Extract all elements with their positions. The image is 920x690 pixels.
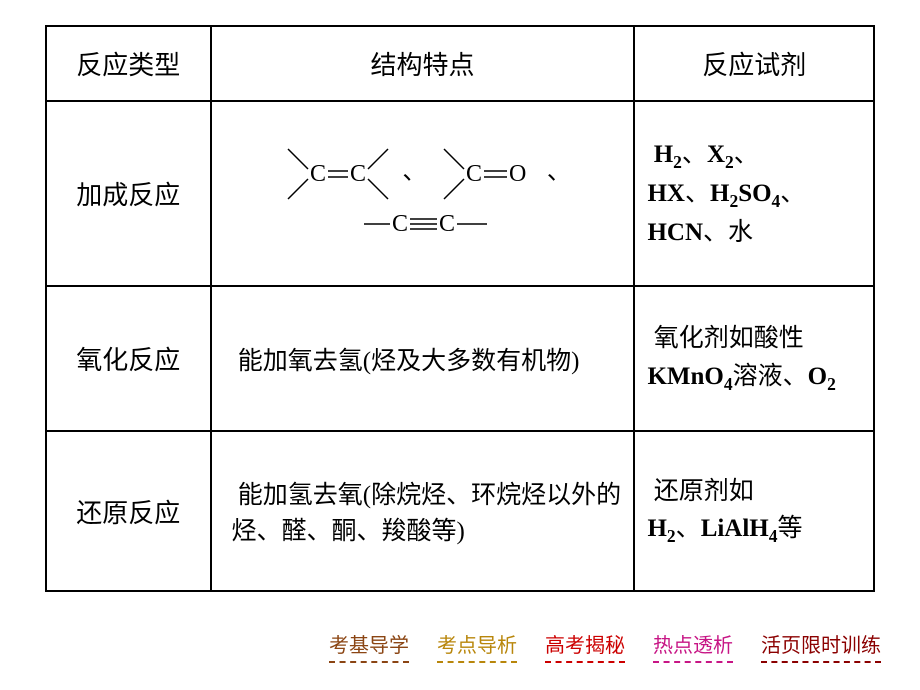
- oxidation-prefix: 氧化剂如酸性: [654, 325, 804, 352]
- nav-underline-icon: [329, 661, 409, 663]
- hx-label: HX: [647, 180, 685, 207]
- addition-sep2: 、: [547, 159, 571, 185]
- nav-item-label: 考基导学: [329, 635, 409, 657]
- oxidation-mid: 溶液、: [733, 363, 808, 390]
- nav-item-2[interactable]: 高考揭秘: [541, 627, 629, 665]
- svg-text:C: C: [466, 161, 482, 187]
- addition-row: 加成反应 C C 、 C: [46, 101, 874, 286]
- oxidation-reagent: 氧化剂如酸性 KMnO4溶液、O2: [634, 286, 874, 431]
- header-type: 反应类型: [46, 26, 211, 101]
- addition-type: 加成反应: [46, 101, 211, 286]
- co-double-bond-icon: C O: [439, 144, 539, 204]
- reduction-reagent: 还原剂如 H2、LiAlH4等: [634, 431, 874, 591]
- header-feature: 结构特点: [211, 26, 635, 101]
- addition-feature: C C 、 C O 、: [211, 101, 635, 286]
- nav-bar: 考基导学 考点导析 高考揭秘 热点透析 活页限时训练: [325, 627, 885, 665]
- x2-label: X2: [707, 141, 734, 168]
- svg-text:C: C: [439, 211, 455, 237]
- nav-item-1[interactable]: 考点导析: [433, 627, 521, 665]
- nav-item-label: 热点透析: [653, 635, 733, 657]
- reduction-suffix: 等: [778, 515, 803, 542]
- nav-item-label: 活页限时训练: [761, 635, 881, 657]
- nav-item-0[interactable]: 考基导学: [325, 627, 413, 665]
- kmno4-label: KMnO4: [647, 363, 732, 390]
- nav-underline-icon: [437, 661, 517, 663]
- nav-item-label: 考点导析: [437, 635, 517, 657]
- svg-text:C: C: [310, 161, 326, 187]
- addition-sep1: 、: [402, 159, 426, 185]
- nav-underline-icon: [545, 661, 625, 663]
- cc-triple-bond-icon: C C: [362, 204, 492, 244]
- reduction-type: 还原反应: [46, 431, 211, 591]
- svg-text:C: C: [350, 161, 366, 187]
- h2-reduction-label: H2: [647, 515, 675, 542]
- header-reagent: 反应试剂: [634, 26, 874, 101]
- oxidation-type: 氧化反应: [46, 286, 211, 431]
- nav-item-4[interactable]: 活页限时训练: [757, 627, 885, 665]
- nav-item-label: 高考揭秘: [545, 635, 625, 657]
- lialh4-label: LiAlH4: [701, 515, 778, 542]
- water-label: 水: [728, 219, 753, 246]
- addition-reagent: H2、X2、 HX、H2SO4、 HCN、水: [634, 101, 874, 286]
- nav-item-3[interactable]: 热点透析: [649, 627, 737, 665]
- nav-underline-icon: [653, 661, 733, 663]
- svg-text:O: O: [509, 161, 526, 187]
- hcn-label: HCN: [647, 219, 703, 246]
- reduction-feature: 能加氢去氧(除烷烃、环烷烃以外的烃、醛、酮、羧酸等): [211, 431, 635, 591]
- svg-text:C: C: [392, 211, 408, 237]
- o2-label: O2: [808, 363, 836, 390]
- h2so4-label: H2SO4: [710, 180, 780, 207]
- reaction-table: 反应类型 结构特点 反应试剂 加成反应 C C 、: [45, 25, 875, 592]
- h2-label: H2: [654, 141, 682, 168]
- oxidation-feature: 能加氧去氢(烃及大多数有机物): [211, 286, 635, 431]
- oxidation-row: 氧化反应 能加氧去氢(烃及大多数有机物) 氧化剂如酸性 KMnO4溶液、O2: [46, 286, 874, 431]
- reduction-row: 还原反应 能加氢去氧(除烷烃、环烷烃以外的烃、醛、酮、羧酸等) 还原剂如 H2、…: [46, 431, 874, 591]
- nav-underline-icon: [761, 661, 881, 663]
- header-row: 反应类型 结构特点 反应试剂: [46, 26, 874, 101]
- cc-double-bond-icon: C C: [280, 144, 390, 204]
- reaction-table-container: 反应类型 结构特点 反应试剂 加成反应 C C 、: [45, 25, 875, 592]
- reduction-prefix: 还原剂如: [654, 478, 754, 505]
